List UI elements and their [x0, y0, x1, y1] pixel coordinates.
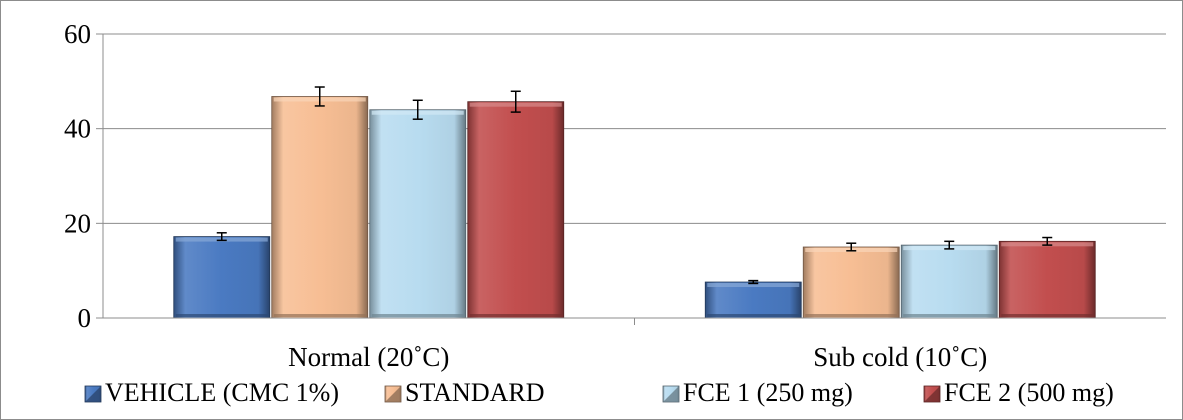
legend-item: FCE 1 (250 mg)	[662, 378, 853, 407]
bar	[271, 96, 369, 319]
error-bar	[748, 279, 759, 285]
bar	[802, 246, 900, 319]
bar-body	[271, 96, 369, 319]
error-bar	[1042, 236, 1053, 246]
x-category-label: Sub cold (10˚C)	[813, 342, 987, 372]
legend-label: VEHICLE (CMC 1%)	[105, 378, 339, 407]
error-bar	[216, 232, 227, 242]
axes	[102, 34, 1166, 325]
bar-body	[998, 240, 1096, 319]
legend-item: VEHICLE (CMC 1%)	[84, 378, 339, 407]
error-bars	[216, 86, 1053, 285]
bar-bottom-bevel	[1001, 314, 1094, 317]
bar	[467, 101, 565, 319]
error-bar	[944, 240, 955, 250]
bar-bottom-bevel	[707, 314, 800, 317]
grid-lines	[103, 33, 1166, 224]
bar	[704, 281, 802, 319]
bar-body	[173, 236, 271, 319]
bar-body	[369, 109, 467, 319]
bar	[900, 244, 998, 319]
bar-body	[900, 244, 998, 319]
bar-bottom-bevel	[273, 314, 366, 317]
y-tick-label: 0	[78, 303, 92, 333]
legend-label: FCE 2 (500 mg)	[944, 378, 1114, 407]
legend-swatch-shade	[85, 386, 101, 402]
legend-item: STANDARD	[384, 378, 544, 407]
bar-bottom-bevel	[175, 314, 268, 317]
legend-swatch-shade	[663, 386, 679, 402]
bar-body	[802, 246, 900, 319]
legend-label: STANDARD	[405, 378, 544, 407]
bar	[369, 109, 467, 319]
bar-body	[704, 281, 802, 319]
bar-bottom-bevel	[469, 314, 562, 317]
bar-body	[467, 101, 565, 319]
error-bar	[510, 90, 521, 113]
legend: VEHICLE (CMC 1%) STANDARD FCE 1 (250 mg) FC…	[84, 378, 1114, 407]
x-category-label: Normal (20˚C)	[288, 342, 449, 372]
legend-label: FCE 1 (250 mg)	[683, 378, 853, 407]
legend-item: FCE 2 (500 mg)	[923, 378, 1114, 407]
y-tick-label: 20	[64, 208, 91, 238]
bar-bottom-bevel	[903, 314, 996, 317]
bar	[173, 236, 271, 319]
bar	[998, 240, 1096, 319]
bars	[173, 96, 1096, 319]
bar-bottom-bevel	[805, 314, 898, 317]
legend-swatch-shade	[385, 386, 401, 402]
x-axis-labels: Normal (20˚C) Sub cold (10˚C)	[288, 342, 987, 372]
bar-bottom-bevel	[371, 314, 464, 317]
error-bar	[314, 86, 325, 107]
y-tick-label: 40	[64, 114, 91, 144]
y-axis-ticks: 0 20 40 60	[64, 19, 103, 333]
error-bar	[846, 242, 857, 252]
error-bar	[412, 99, 423, 120]
y-tick-label: 60	[64, 19, 91, 49]
bar-top-bevel	[707, 283, 800, 288]
legend-swatch-shade	[924, 386, 940, 402]
